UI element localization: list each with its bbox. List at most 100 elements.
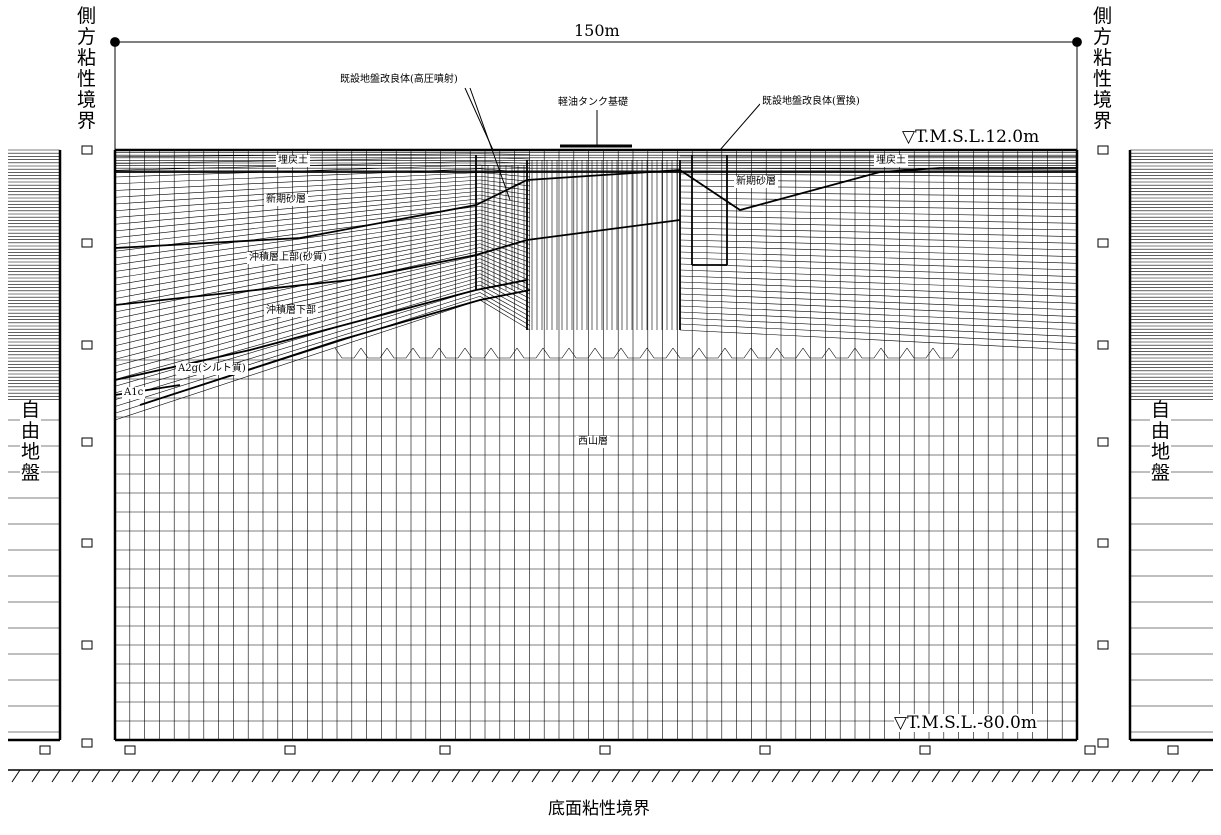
mesh-chevron	[802, 347, 830, 359]
mesh-chevron	[360, 347, 388, 359]
ground-hatch	[51, 769, 61, 783]
ground-hatch	[551, 769, 561, 783]
ground-hatch	[491, 769, 501, 783]
mesh-hline	[114, 217, 481, 272]
bottom-dashpot	[284, 745, 296, 755]
mesh-chevron	[594, 347, 622, 359]
mesh-hline	[114, 239, 481, 313]
side-dashpot	[81, 437, 93, 447]
bottom-dashpot	[39, 745, 51, 755]
ground-hatch	[1051, 769, 1061, 783]
ground-hatch	[811, 769, 821, 783]
mesh-hline	[479, 232, 531, 250]
dim-dot	[110, 37, 120, 47]
mesh-hline	[114, 190, 481, 225]
side-boundary-label-left: 側方粘性境界	[76, 5, 96, 132]
ground-hatch	[1031, 769, 1041, 783]
mesh-hline	[479, 277, 531, 304]
ground-hatch	[411, 769, 421, 783]
ground-hatch	[351, 769, 361, 783]
ground-hatch	[1111, 769, 1121, 783]
ground-hatch	[971, 769, 981, 783]
ground-hatch	[231, 769, 241, 783]
ground-hatch	[1131, 769, 1141, 783]
ground-hatch	[791, 769, 801, 783]
mesh-chevron	[724, 347, 752, 359]
mesh-hline	[679, 305, 1078, 324]
ground-hatch	[271, 769, 281, 783]
mesh-hline	[679, 197, 1078, 204]
ground-hatch	[431, 769, 441, 783]
ground-hatch	[131, 769, 141, 783]
ground-hatch	[1091, 769, 1101, 783]
mesh-hline	[114, 277, 481, 380]
mesh-hline	[479, 235, 531, 254]
ground-hatch	[691, 769, 701, 783]
mesh-hline	[114, 179, 481, 205]
side-dashpot	[1097, 437, 1109, 447]
bottom-dashpot	[759, 745, 771, 755]
bottom-dashpot	[599, 745, 611, 755]
ground-hatch	[831, 769, 841, 783]
ground-hatch	[511, 769, 521, 783]
mesh-chevron	[698, 347, 726, 359]
mesh-hline	[114, 254, 481, 340]
layer-new-sand-right: 新期砂層	[734, 176, 778, 188]
mesh-hline	[679, 275, 1078, 291]
ground-hatch	[751, 769, 761, 783]
mesh-hline	[679, 221, 1078, 231]
ground-hatch	[191, 769, 201, 783]
mesh-hline	[479, 209, 531, 223]
bottom-boundary-label: 底面粘性境界	[548, 799, 650, 819]
mesh-chevron	[516, 347, 544, 359]
mesh-chevron	[334, 347, 362, 359]
ground-hatch	[291, 769, 301, 783]
side-dashpot	[1097, 145, 1109, 155]
mesh-hline	[114, 235, 481, 306]
mesh-hline	[114, 284, 481, 394]
mesh-hline	[479, 284, 531, 313]
mesh-hline	[114, 198, 481, 239]
mesh-hline	[679, 317, 1078, 337]
ground-hatch	[871, 769, 881, 783]
side-dashpot	[81, 640, 93, 650]
side-dashpot	[1097, 238, 1109, 248]
mesh-hline	[679, 293, 1078, 311]
ground-hatch	[591, 769, 601, 783]
ground-hatch	[91, 769, 101, 783]
free-field-label-left: 自由地盤	[20, 399, 41, 484]
mesh-hline	[479, 273, 531, 299]
leader-replace	[719, 103, 761, 151]
boundary-alluvium-upper	[114, 219, 681, 306]
mesh-hline	[114, 258, 481, 347]
mesh-hline	[479, 194, 531, 205]
mesh-hline	[479, 217, 531, 232]
layer-nishiyama: 西山層	[576, 436, 610, 448]
side-dashpot	[1097, 340, 1109, 350]
mesh-hline	[479, 247, 531, 268]
mesh-hline	[479, 269, 531, 295]
bottom-dashpot	[439, 745, 451, 755]
mesh-hline	[679, 245, 1078, 257]
bottom-dashpot	[1167, 745, 1179, 755]
side-dashpot	[81, 538, 93, 548]
free-field-label-right: 自由地盤	[1150, 399, 1171, 484]
side-dashpot	[1097, 640, 1109, 650]
ground-hatch	[911, 769, 921, 783]
mesh-chevron	[672, 347, 700, 359]
ground-hatch	[111, 769, 121, 783]
mesh-hline	[679, 173, 1078, 177]
ground-hatch	[171, 769, 181, 783]
layer-a2g: A2g(シルト質)	[176, 363, 248, 375]
mesh-hline	[679, 263, 1078, 277]
layer-alluvium-upper: 沖積層上部(砂質)	[247, 252, 329, 264]
side-dashpot	[81, 738, 93, 748]
mesh-hline	[114, 280, 481, 387]
mesh-hline	[114, 243, 481, 320]
ground-hatch	[1151, 769, 1161, 783]
mesh-chevron	[854, 347, 882, 359]
ground-hatch	[311, 769, 321, 783]
mesh-chevron	[568, 347, 596, 359]
ground-hatch	[951, 769, 961, 783]
mesh-chevron	[464, 347, 492, 359]
